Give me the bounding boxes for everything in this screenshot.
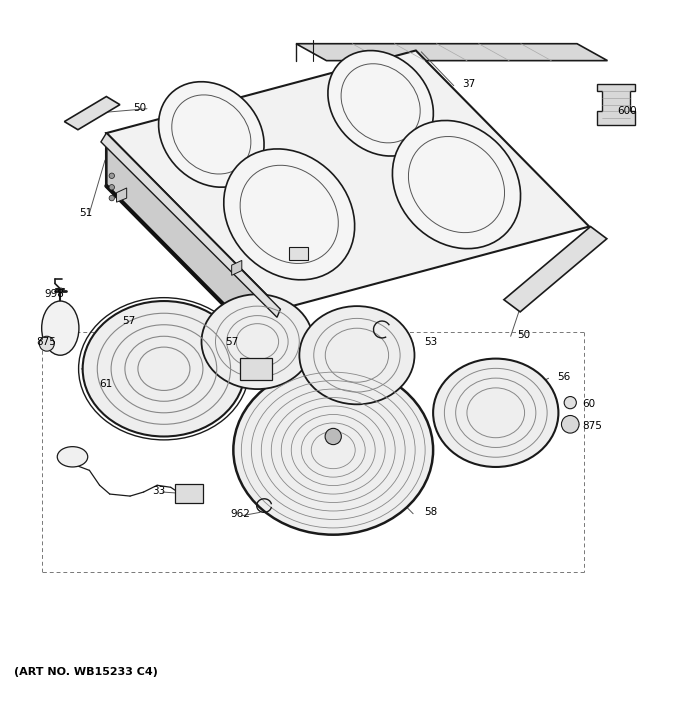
Ellipse shape bbox=[158, 82, 264, 188]
Polygon shape bbox=[106, 133, 280, 362]
Text: 61: 61 bbox=[99, 379, 113, 389]
Ellipse shape bbox=[83, 301, 245, 437]
Text: 51: 51 bbox=[80, 208, 92, 218]
Text: 53: 53 bbox=[424, 337, 438, 347]
Circle shape bbox=[325, 429, 341, 445]
Polygon shape bbox=[116, 188, 126, 202]
Text: 962: 962 bbox=[231, 510, 250, 519]
Polygon shape bbox=[65, 96, 120, 130]
Circle shape bbox=[39, 336, 54, 351]
FancyBboxPatch shape bbox=[289, 247, 308, 261]
Ellipse shape bbox=[233, 366, 433, 535]
Text: 37: 37 bbox=[462, 80, 475, 89]
Circle shape bbox=[109, 173, 114, 179]
Polygon shape bbox=[504, 227, 607, 312]
Text: 57: 57 bbox=[225, 337, 238, 347]
Text: 50: 50 bbox=[133, 103, 147, 113]
Polygon shape bbox=[597, 84, 634, 125]
FancyBboxPatch shape bbox=[241, 358, 271, 379]
FancyBboxPatch shape bbox=[175, 484, 203, 503]
Circle shape bbox=[564, 397, 577, 409]
Ellipse shape bbox=[433, 358, 558, 467]
Circle shape bbox=[562, 416, 579, 433]
Polygon shape bbox=[296, 43, 607, 61]
Ellipse shape bbox=[201, 294, 313, 389]
Ellipse shape bbox=[57, 447, 88, 467]
Circle shape bbox=[109, 185, 114, 190]
Polygon shape bbox=[101, 133, 280, 317]
Text: 998: 998 bbox=[44, 290, 64, 299]
Text: 58: 58 bbox=[424, 508, 437, 518]
Text: 50: 50 bbox=[517, 330, 530, 340]
Text: 56: 56 bbox=[557, 372, 570, 382]
Text: 875: 875 bbox=[583, 421, 602, 432]
Text: 57: 57 bbox=[122, 316, 135, 327]
Ellipse shape bbox=[392, 120, 521, 248]
Ellipse shape bbox=[328, 51, 433, 156]
Text: 875: 875 bbox=[37, 337, 56, 347]
Ellipse shape bbox=[41, 301, 79, 355]
Ellipse shape bbox=[299, 306, 415, 404]
Text: 33: 33 bbox=[152, 486, 165, 496]
Text: 600: 600 bbox=[617, 106, 637, 117]
Polygon shape bbox=[106, 51, 589, 309]
Text: (ART NO. WB15233 C4): (ART NO. WB15233 C4) bbox=[14, 668, 158, 677]
Circle shape bbox=[109, 195, 114, 201]
Polygon shape bbox=[232, 261, 242, 275]
Ellipse shape bbox=[224, 149, 355, 279]
Text: 60: 60 bbox=[583, 399, 596, 409]
